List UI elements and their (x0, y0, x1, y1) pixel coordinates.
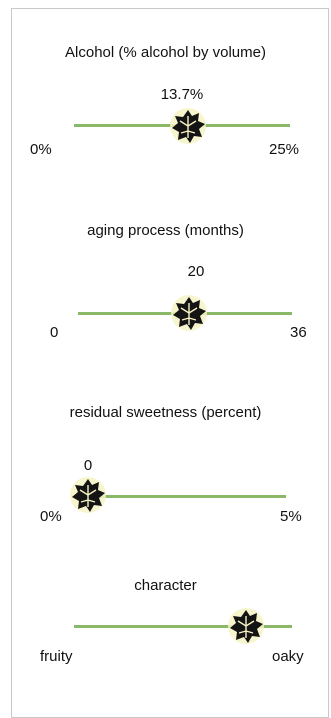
grape-leaf-icon (171, 295, 208, 331)
alcohol-slider: Alcohol (% alcohol by volume) 13.7% 0% 2… (0, 0, 331, 158)
slider-title: Alcohol (% alcohol by volume) (65, 44, 266, 61)
aging-process-slider: aging process (months) 20 0 36 (0, 0, 331, 341)
slider-track[interactable] (88, 495, 286, 498)
slider-value: 13.7% (160, 86, 204, 103)
slider-title: residual sweetness (percent) (69, 404, 262, 421)
slider-track[interactable] (74, 625, 292, 628)
slider-knob[interactable] (169, 293, 209, 333)
slider-min-label: 0 (50, 324, 59, 341)
slider-max-label: 36 (290, 324, 307, 341)
slider-knob[interactable] (226, 606, 266, 646)
slider-min-label: 0% (30, 141, 52, 158)
slider-knob[interactable] (68, 475, 108, 515)
slider-min-label: fruity (40, 648, 73, 665)
character-slider: character fruity oaky (0, 0, 331, 665)
grape-leaf-icon (70, 477, 106, 513)
slider-title: aging process (months) (87, 222, 244, 239)
slider-knob[interactable] (168, 106, 208, 146)
slider-max-label: 25% (269, 141, 300, 158)
residual-sweetness-slider: residual sweetness (percent) 0 0% 5% (0, 0, 331, 525)
slider-value: 20 (187, 263, 205, 280)
slider-title: character (134, 577, 197, 594)
grape-leaf-icon (170, 108, 207, 144)
slider-min-label: 0% (40, 508, 62, 525)
slider-value: 0 (83, 457, 93, 474)
grape-leaf-icon (228, 608, 265, 644)
slider-max-label: 5% (280, 508, 302, 525)
slider-max-label: oaky (272, 648, 304, 665)
